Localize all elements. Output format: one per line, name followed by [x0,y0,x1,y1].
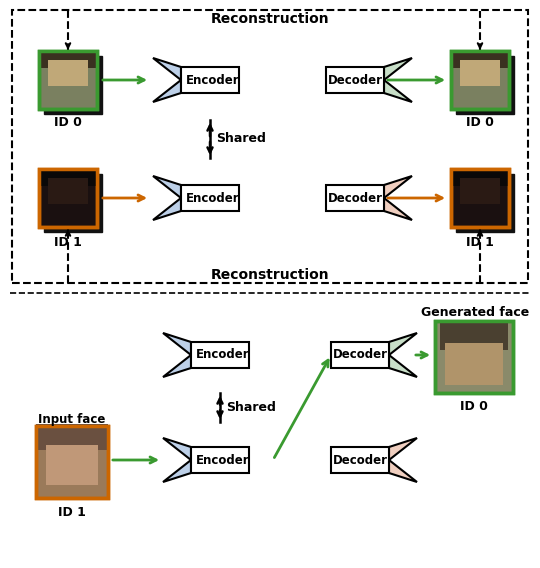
Text: ID 0: ID 0 [54,115,82,128]
Bar [12,10,528,283]
Polygon shape [389,333,417,355]
Polygon shape [389,460,417,482]
Bar [46,445,98,485]
Bar [456,174,514,232]
Text: Shared: Shared [226,401,276,414]
Bar [39,169,97,227]
Text: Shared: Shared [216,132,266,145]
Bar [36,426,108,498]
Text: Decoder: Decoder [333,349,388,361]
Text: Generated face: Generated face [421,306,529,319]
Bar [451,51,509,109]
Bar [435,321,513,393]
Polygon shape [331,342,389,368]
Bar [456,56,514,114]
Bar [36,424,108,450]
Text: ID 1: ID 1 [466,236,494,249]
Polygon shape [331,447,389,473]
Text: Input face: Input face [38,413,106,426]
Polygon shape [163,438,191,460]
Polygon shape [153,198,181,220]
Bar [460,60,500,86]
Polygon shape [389,355,417,377]
Bar [39,51,97,109]
Text: Decoder: Decoder [327,73,382,86]
Text: Decoder: Decoder [327,191,382,204]
Bar [435,321,513,393]
Text: ID 0: ID 0 [460,400,488,414]
Polygon shape [153,176,181,198]
Polygon shape [384,80,412,102]
Bar [48,60,89,86]
Text: Decoder: Decoder [333,453,388,466]
Text: ID 1: ID 1 [58,506,86,519]
Polygon shape [153,58,181,80]
Polygon shape [153,80,181,102]
Polygon shape [163,460,191,482]
Text: Reconstruction: Reconstruction [211,268,329,282]
Bar [451,169,509,186]
Text: ID 1: ID 1 [54,236,82,249]
Text: Encoder: Encoder [186,191,240,204]
Bar [36,426,108,498]
Polygon shape [181,67,239,93]
Bar [451,51,509,68]
Bar [445,343,503,385]
Polygon shape [384,58,412,80]
Bar [48,178,89,204]
Bar [451,51,509,109]
Polygon shape [384,176,412,198]
Polygon shape [163,355,191,377]
Bar [39,51,97,109]
Text: Encoder: Encoder [196,453,249,466]
Text: ID 0: ID 0 [466,115,494,128]
Bar [440,322,508,350]
Bar [451,169,509,227]
Text: Encoder: Encoder [186,73,240,86]
Polygon shape [191,342,249,368]
Bar [39,169,97,227]
Bar [39,169,97,186]
Polygon shape [163,333,191,355]
Polygon shape [181,185,239,211]
Polygon shape [384,198,412,220]
Bar [39,51,97,68]
Text: Encoder: Encoder [196,349,249,361]
Polygon shape [326,67,384,93]
Bar [44,174,102,232]
Bar [460,178,500,204]
Polygon shape [389,438,417,460]
Text: Reconstruction: Reconstruction [211,12,329,26]
Polygon shape [191,447,249,473]
Bar [451,169,509,227]
Polygon shape [326,185,384,211]
Bar [44,56,102,114]
